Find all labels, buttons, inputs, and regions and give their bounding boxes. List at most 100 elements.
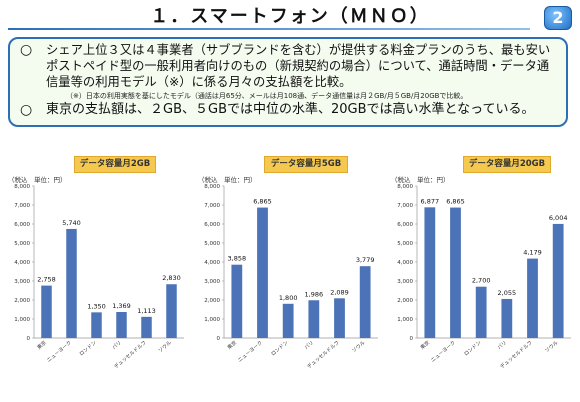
y-tick-label: 0 (410, 336, 414, 342)
bar (359, 266, 371, 338)
bullet-marker: ○ (20, 42, 33, 58)
y-tick-label: 6,000 (204, 222, 220, 228)
bullet-text: 東京の支払額は、２GB、５GBでは中位の水準、20GBでは高い水準となっている。 (46, 102, 535, 117)
y-tick-label: 4,000 (204, 260, 220, 266)
bullet-text: シェア上位３又は４事業者（サブブランドを含む）が提供する料金プランのうち、最も安… (46, 43, 551, 89)
y-tick-label: 5,000 (14, 241, 30, 247)
data-label: 2,830 (162, 274, 181, 282)
bar-chart-5gb: 0 1,000 2,000 3,000 4,000 5,000 6,000 7,000 8,00… (204, 184, 378, 370)
data-label: 3,858 (228, 255, 247, 263)
y-tick-label: 5,000 (397, 241, 413, 247)
y-tick-label: 1,000 (397, 317, 413, 323)
data-label: 4,179 (523, 249, 542, 257)
chart-panel-2gb: データ容量月2GB （税込 単位：円） 0 1,000 2,000 3,000 4,00… (4, 140, 189, 398)
bar (66, 228, 77, 338)
x-tick-label: ロンドン (79, 340, 98, 357)
x-tick-label: 東京 (419, 339, 431, 351)
summary-box: ○ シェア上位３又は４事業者（サブブランドを含む）が提供する料金プランのうち、最… (8, 37, 568, 127)
data-label: 1,986 (305, 290, 324, 298)
y-tick-label: 3,000 (204, 279, 220, 285)
x-tick-label: パリ (304, 340, 316, 351)
bar (116, 311, 127, 338)
x-tick-label: ロンドン (463, 340, 482, 357)
y-tick-label: 6,000 (397, 222, 413, 228)
data-label: 6,877 (421, 197, 440, 205)
y-tick-label: 8,000 (397, 184, 413, 190)
page-number-badge: 2 (544, 6, 572, 30)
data-label: 3,779 (356, 256, 375, 264)
chart-title-badge: データ容量月2GB (74, 156, 156, 173)
bar (91, 312, 102, 338)
bar (231, 264, 243, 338)
data-label: 2,089 (330, 288, 349, 296)
y-tick-label: 2,000 (204, 298, 220, 304)
bar (166, 284, 177, 338)
y-tick-label: 0 (27, 336, 31, 342)
y-tick-label: 6,000 (14, 222, 30, 228)
page-title: １．スマートフォン（ＭＮＯ） (150, 6, 430, 27)
chart-panel-5gb: データ容量月5GB （税込 単位：円） 0 1,000 2,000 3,000 4,00… (192, 140, 382, 398)
y-tick-label: 2,000 (14, 298, 30, 304)
data-label: 2,758 (37, 276, 56, 284)
data-label: 2,700 (472, 277, 491, 285)
chart-title-badge: データ容量月5GB (264, 156, 348, 173)
y-tick-label: 7,000 (397, 203, 413, 209)
data-label: 2,055 (498, 289, 517, 297)
x-tick-label: ソウル (543, 339, 559, 354)
summary-bullet-1: ○ シェア上位３又は４事業者（サブブランドを含む）が提供する料金プランのうち、最… (20, 42, 556, 90)
data-label: 6,865 (253, 198, 272, 206)
unit-label: （税込 単位：円） (198, 176, 257, 184)
unit-label: （税込 単位：円） (391, 176, 450, 184)
summary-bullet-2: ○ 東京の支払額は、２GB、５GBでは中位の水準、20GBでは高い水準となってい… (20, 102, 556, 118)
data-label: 6,865 (446, 198, 465, 206)
y-tick-label: 4,000 (14, 260, 30, 266)
y-tick-label: 8,000 (204, 184, 220, 190)
y-tick-label: 1,000 (14, 317, 30, 323)
x-tick-label: 東京 (226, 339, 238, 351)
bar (282, 303, 294, 338)
chart-panel-20gb: データ容量月20GB （税込 単位：円） 0 1,000 2,000 3,000 4,0… (385, 140, 575, 398)
y-tick-label: 1,000 (204, 317, 220, 323)
y-tick-label: 7,000 (14, 203, 30, 209)
bar (450, 207, 461, 338)
x-tick-label: ニューヨーク (430, 340, 457, 364)
data-label: 1,113 (137, 307, 156, 315)
x-tick-label: ロンドン (270, 340, 289, 357)
x-tick-label: ソウル (157, 339, 173, 354)
bar (527, 258, 538, 338)
x-tick-label: 東京 (36, 339, 48, 351)
bar-chart-20gb: 0 1,000 2,000 3,000 4,000 5,000 6,000 7,000 8,00… (397, 184, 571, 370)
bar (41, 285, 52, 338)
y-tick-label: 3,000 (397, 279, 413, 285)
data-label: 1,369 (112, 302, 131, 310)
y-tick-label: 3,000 (14, 279, 30, 285)
x-tick-label: パリ (497, 340, 509, 351)
y-tick-label: 4,000 (397, 260, 413, 266)
bar (552, 223, 564, 338)
x-tick-label: ニューヨーク (237, 340, 264, 364)
bullet-marker: ○ (20, 102, 33, 118)
bar (308, 300, 320, 338)
y-tick-label: 0 (217, 336, 221, 342)
y-tick-label: 2,000 (397, 298, 413, 304)
bar (334, 298, 345, 338)
x-tick-label: パリ (111, 340, 123, 351)
x-tick-label: ニューヨーク (46, 340, 73, 364)
title-underline (8, 28, 530, 30)
unit-label: （税込 単位：円） (8, 176, 67, 184)
data-label: 1,350 (87, 302, 106, 310)
chart-title-badge: データ容量月20GB (463, 156, 551, 173)
y-tick-label: 7,000 (204, 203, 220, 209)
data-label: 1,800 (279, 294, 298, 302)
bar-chart-2gb: 0 1,000 2,000 3,000 4,000 5,000 6,000 7,000 8,00… (14, 184, 184, 370)
bar (475, 286, 487, 338)
footnote: （※）日本の利用実態を基にしたモデル（通話は月65分、メールは月108通、データ… (66, 92, 468, 100)
x-tick-label: ソウル (350, 339, 366, 354)
data-label: 6,004 (549, 214, 568, 222)
bar (501, 298, 513, 338)
y-tick-label: 8,000 (14, 184, 30, 190)
y-tick-label: 5,000 (204, 241, 220, 247)
data-label: 5,740 (62, 219, 81, 227)
bar (424, 207, 436, 338)
bar (141, 316, 152, 338)
